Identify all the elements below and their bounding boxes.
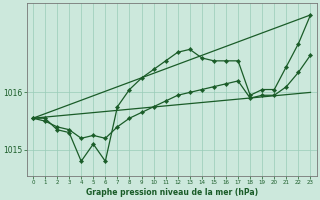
X-axis label: Graphe pression niveau de la mer (hPa): Graphe pression niveau de la mer (hPa) xyxy=(86,188,258,197)
